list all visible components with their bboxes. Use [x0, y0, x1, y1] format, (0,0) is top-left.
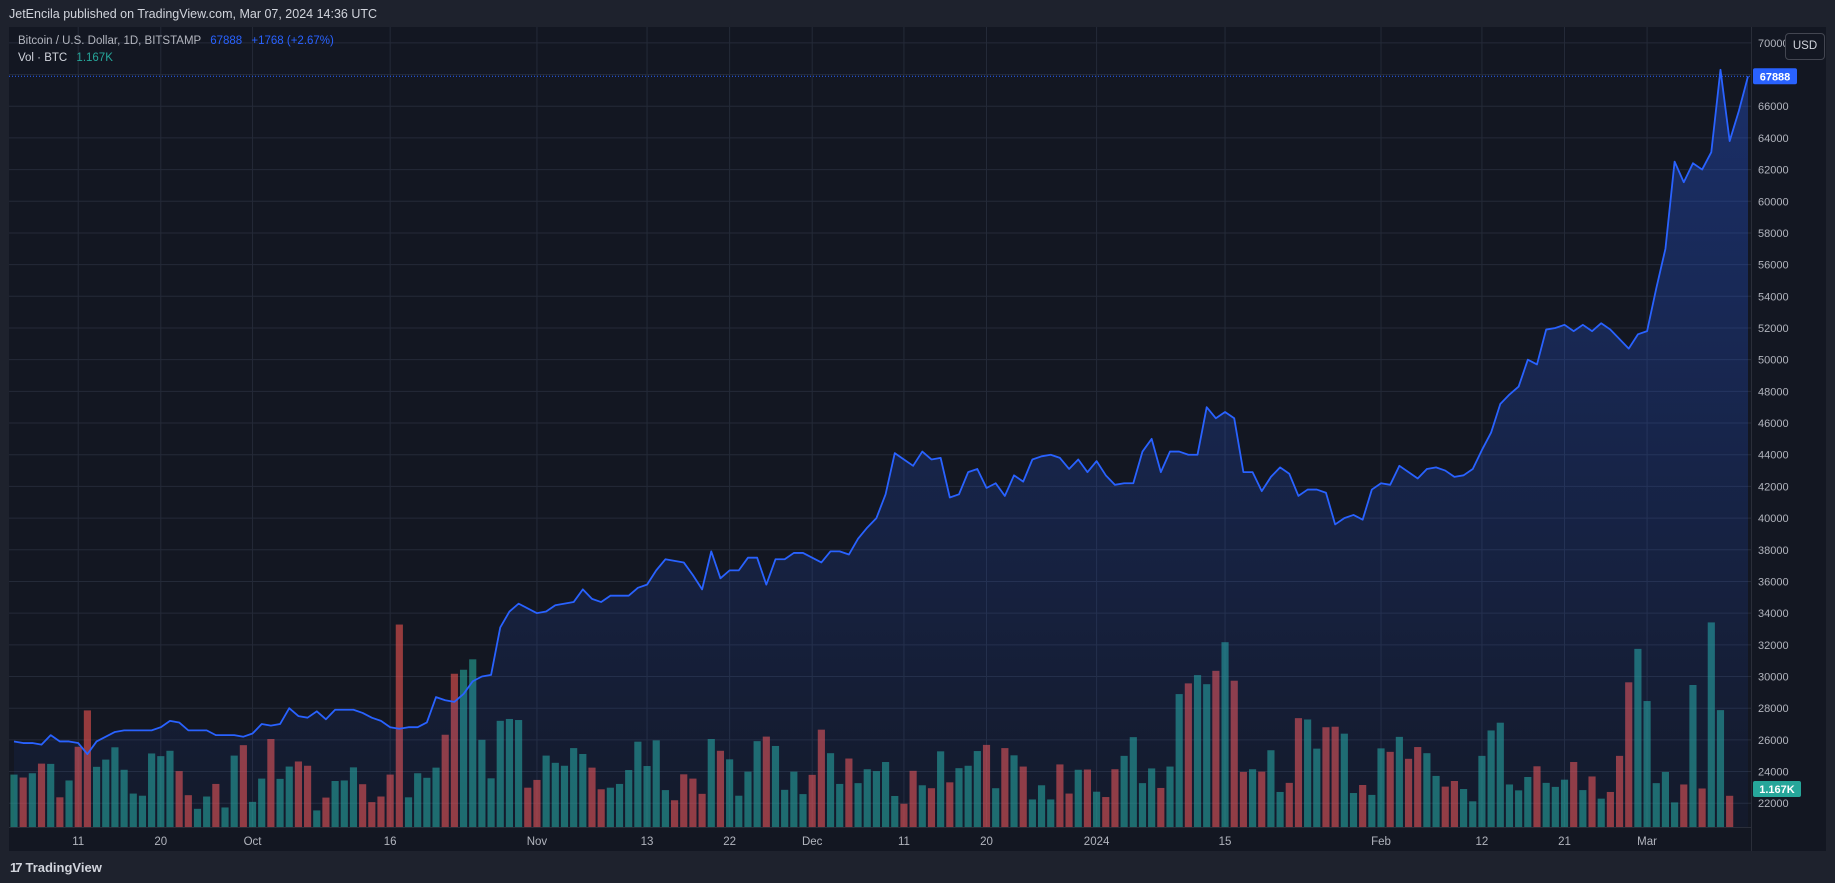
volume-axis-label: 1.167K [1759, 784, 1795, 796]
volume-legend: Vol · BTC 1.167K [18, 52, 113, 64]
x-tick-label: 11 [898, 836, 910, 848]
y-tick-label: 30000 [1758, 672, 1789, 684]
tradingview-logo-icon: 17 [10, 860, 23, 875]
y-tick-label: 50000 [1758, 355, 1789, 367]
y-tick-label: 42000 [1758, 481, 1789, 493]
symbol-legend: Bitcoin / U.S. Dollar, 1D, BITSTAMP 6788… [18, 35, 334, 47]
y-tick-label: 36000 [1758, 576, 1789, 588]
x-tick-label: 22 [723, 836, 736, 848]
x-tick-label: 15 [1219, 836, 1232, 848]
chart-area[interactable]: 22000 24000 26000 28000 30000 32000 34000 36000… [9, 27, 1826, 851]
close-value: 67888 [210, 35, 243, 47]
y-tick-label: 60000 [1758, 196, 1789, 208]
y-tick-label: 66000 [1758, 101, 1789, 113]
x-tick-label: 20 [154, 836, 167, 848]
tradingview-logo[interactable]: 17 TradingView [10, 860, 102, 875]
x-tick-label: 11 [72, 836, 84, 848]
last-price-label: 67888 [1760, 71, 1791, 83]
y-tick-label: 32000 [1758, 640, 1789, 652]
volume-bar [395, 624, 403, 827]
y-tick-label: 70000 [1758, 38, 1789, 50]
y-tick-label: 62000 [1758, 165, 1789, 177]
volume-bar [10, 774, 18, 827]
y-tick-label: 44000 [1758, 450, 1789, 462]
x-tick-label: Dec [802, 836, 823, 848]
y-tick-label: 24000 [1758, 767, 1789, 779]
y-tick-label: 22000 [1758, 798, 1789, 810]
y-tick-label: 48000 [1758, 386, 1789, 398]
y-tick-label: 52000 [1758, 323, 1789, 335]
y-tick-label: 26000 [1758, 735, 1789, 747]
currency-button[interactable]: USD [1785, 33, 1825, 60]
y-tick-label: 28000 [1758, 703, 1789, 715]
change-value: +1768 (+2.67%) [251, 35, 334, 47]
x-tick-label: Feb [1371, 836, 1391, 848]
price-line[interactable] [13, 68, 1749, 756]
volume-label[interactable]: Vol · BTC [18, 52, 68, 64]
x-tick-label: 13 [641, 836, 654, 848]
x-tick-label: Oct [244, 836, 263, 848]
top-bar: JetEncila published on TradingView.com, … [0, 0, 1835, 27]
x-tick-label: 12 [1476, 836, 1489, 848]
y-tick-label: 54000 [1758, 291, 1789, 303]
bottom-bar: 17 TradingView [0, 851, 1835, 883]
x-tick-label: 2024 [1084, 836, 1110, 848]
y-tick-label: 46000 [1758, 418, 1789, 430]
y-tick-label: 34000 [1758, 608, 1789, 620]
y-tick-label: 56000 [1758, 260, 1789, 272]
y-tick-label: 58000 [1758, 228, 1789, 240]
y-tick-label: 64000 [1758, 133, 1789, 145]
published-info: JetEncila published on TradingView.com, … [9, 7, 378, 21]
brand-name: TradingView [25, 860, 102, 875]
x-tick-label: Nov [527, 836, 548, 848]
y-tick-label: 38000 [1758, 545, 1789, 557]
y-tick-label: 40000 [1758, 513, 1789, 525]
volume-value: 1.167K [76, 52, 113, 64]
x-tick-label: 21 [1558, 836, 1571, 848]
symbol-title[interactable]: Bitcoin / U.S. Dollar, 1D, BITSTAMP [18, 35, 201, 47]
x-tick-label: 20 [980, 836, 993, 848]
x-tick-label: Mar [1637, 836, 1657, 848]
price-area-fill [14, 69, 1748, 827]
x-tick-label: 16 [384, 836, 397, 848]
price-chart[interactable]: 22000 24000 26000 28000 30000 32000 34000 36000… [9, 27, 1826, 851]
last-price-badge [1753, 68, 1797, 85]
volume-badge [1753, 781, 1801, 797]
